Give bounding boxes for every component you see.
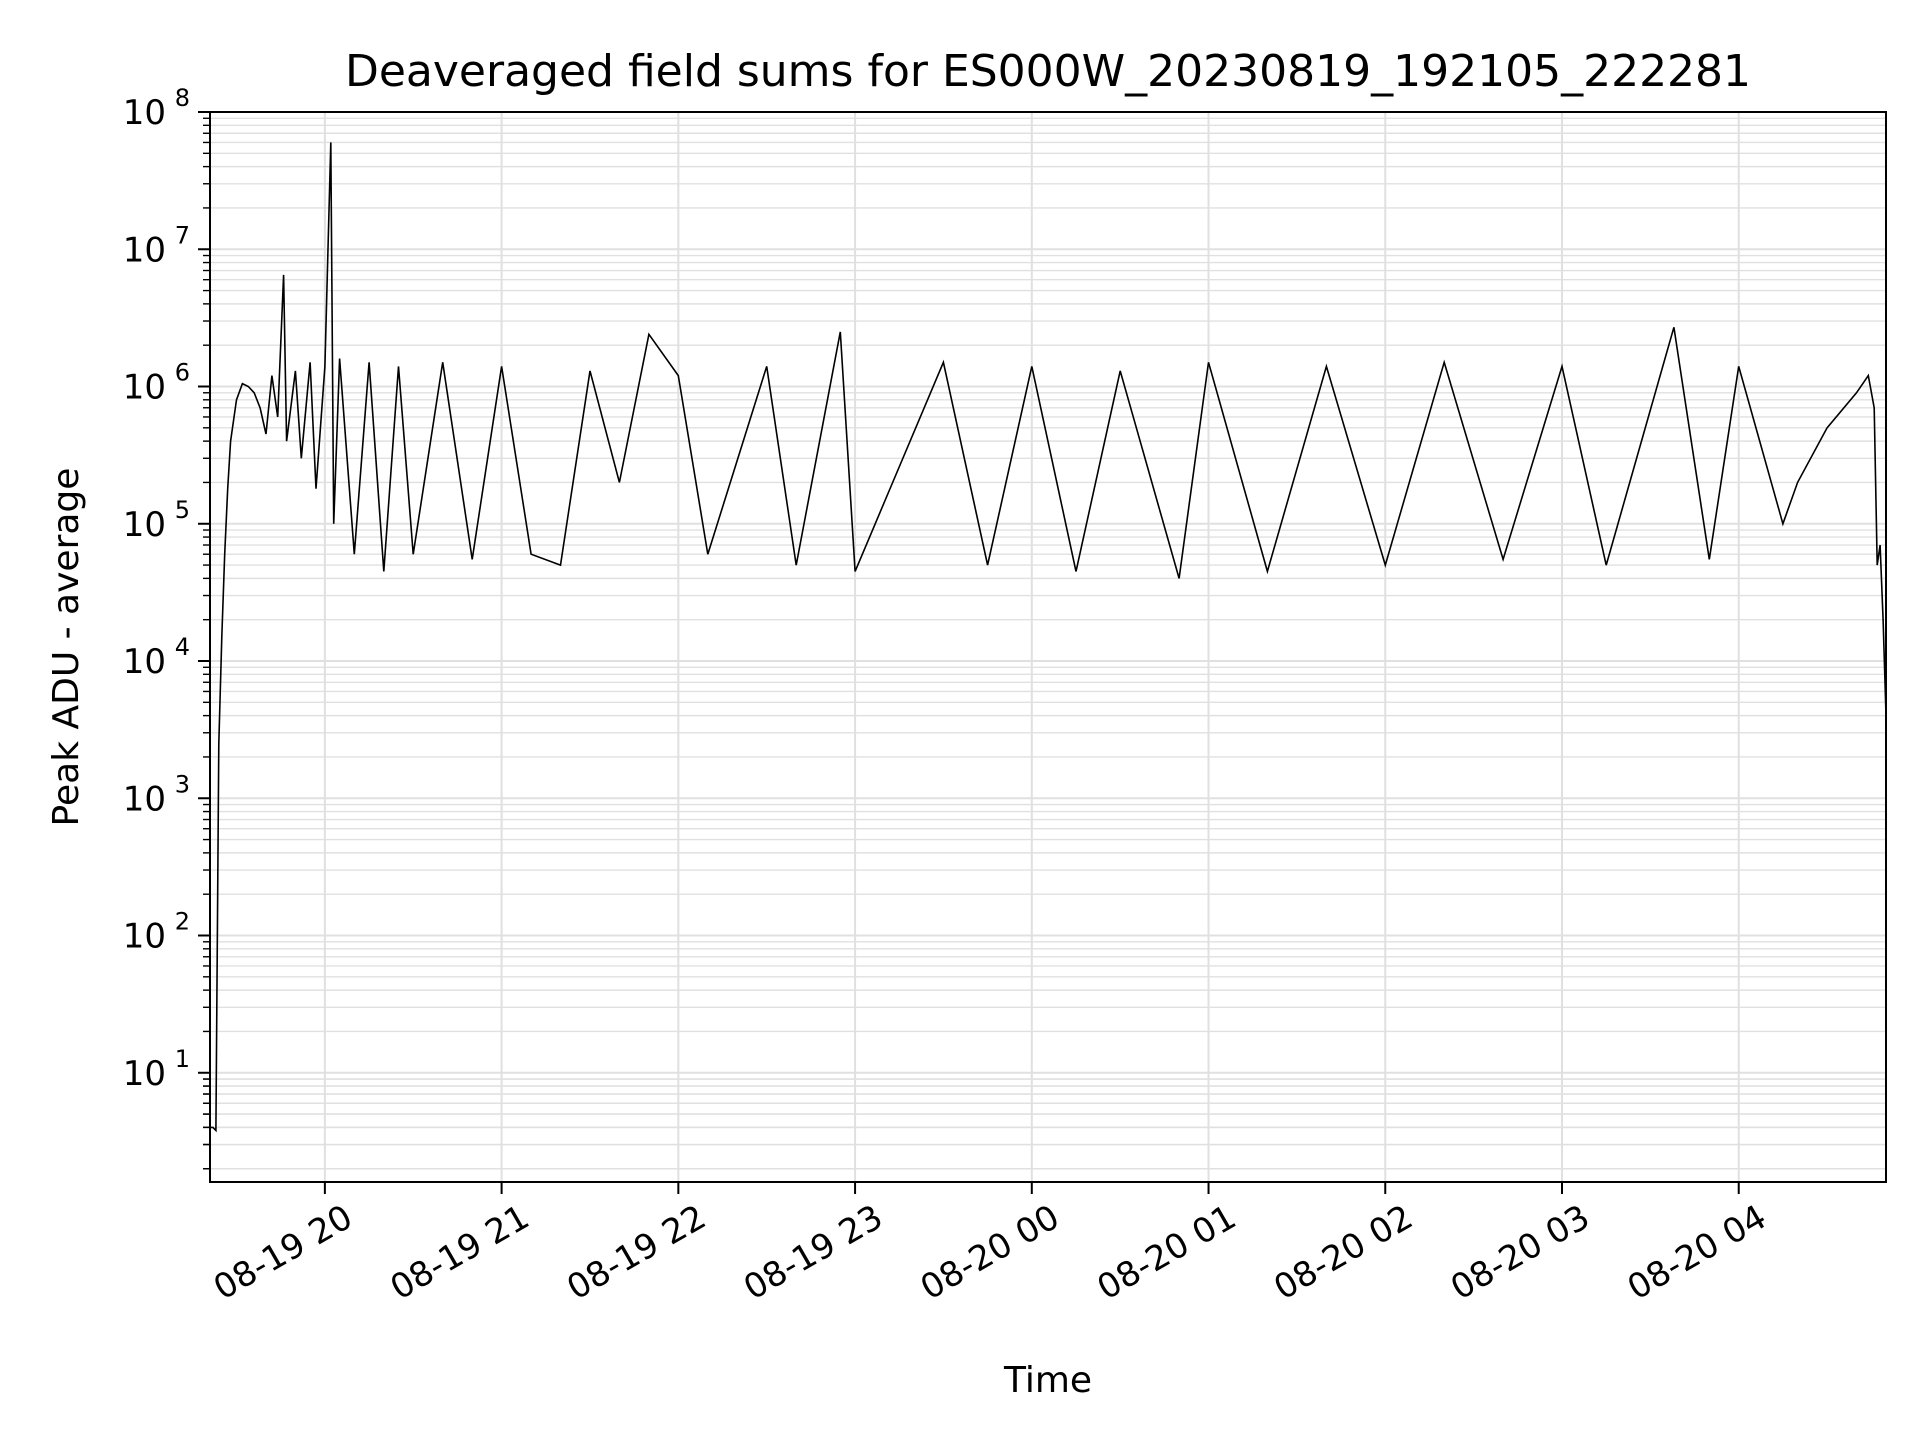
y-tick-label: 10 xyxy=(123,779,166,819)
y-tick-exponent: 6 xyxy=(175,359,190,387)
y-tick-exponent: 5 xyxy=(175,496,190,524)
y-tick-label: 10 xyxy=(123,642,166,682)
plot-frame xyxy=(209,111,1887,1183)
y-tick-label: 10 xyxy=(123,93,166,133)
y-axis-label: Peak ADU - average xyxy=(46,468,87,827)
series-layer xyxy=(210,142,1887,1133)
y-axis: 10 1 10 2 10 3 10 4 10 5 10 6 10 7 10 8 xyxy=(123,84,210,1170)
x-axis-label: Time xyxy=(1003,1360,1092,1401)
chart-title: Deaveraged field sums for ES000W_2023081… xyxy=(345,46,1751,97)
y-tick-label: 10 xyxy=(123,505,166,545)
y-tick-label: 10 xyxy=(123,230,166,270)
grid xyxy=(210,111,1886,1182)
y-tick-label: 10 xyxy=(123,917,166,957)
y-tick-label: 10 xyxy=(123,1054,166,1094)
y-tick-exponent: 1 xyxy=(175,1045,190,1073)
y-tick-label: 10 xyxy=(123,368,166,408)
y-tick-exponent: 8 xyxy=(175,84,190,112)
y-tick-exponent: 2 xyxy=(175,908,190,936)
y-tick-exponent: 7 xyxy=(175,221,190,249)
y-tick-exponent: 4 xyxy=(175,633,190,661)
series-line-0 xyxy=(210,142,1887,1133)
y-tick-exponent: 3 xyxy=(175,770,190,798)
